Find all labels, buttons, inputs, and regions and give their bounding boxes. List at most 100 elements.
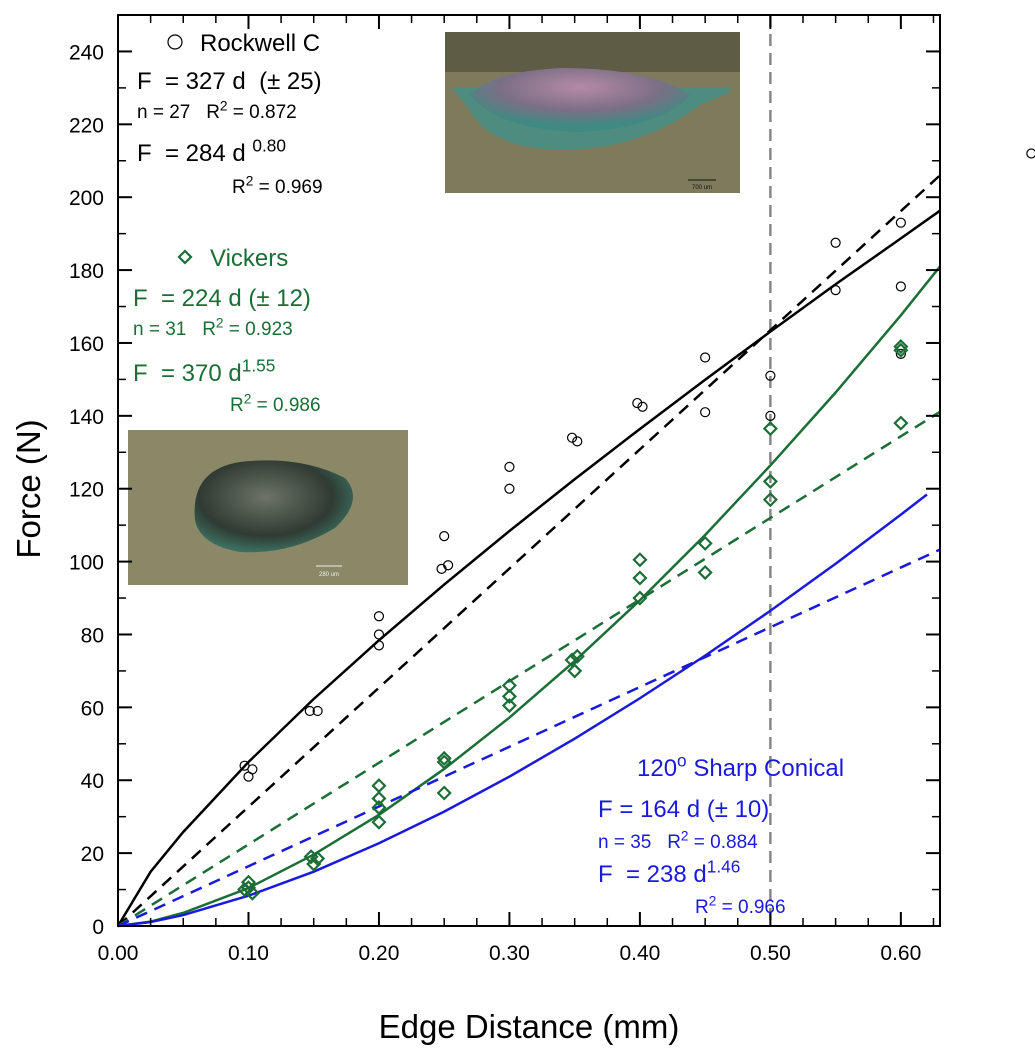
- fit-line: [117, 174, 941, 927]
- data-point: [436, 785, 452, 801]
- y-tick-label: 40: [81, 770, 104, 793]
- data-point: [373, 640, 385, 651]
- annotation: R2 = 0.986: [230, 391, 321, 416]
- x-tick-label: 0.00: [98, 942, 139, 965]
- superscript: 2: [709, 893, 717, 908]
- annotation: F = 238 d1.46: [598, 856, 740, 888]
- data-point: [504, 461, 515, 472]
- annotation-text: R: [695, 897, 709, 918]
- annotation-text: = 0.966: [716, 897, 785, 918]
- y-tick-label: 20: [81, 843, 104, 866]
- scale-bar-label: 700 um: [692, 185, 712, 191]
- annotation: F = 370 d1.55: [133, 355, 275, 387]
- data-point: [637, 401, 648, 412]
- data-point: [373, 611, 385, 622]
- superscript: 0.80: [252, 135, 286, 155]
- data-point: [306, 856, 322, 872]
- x-tick-label: 0.10: [228, 942, 269, 965]
- y-tick-label: 120: [69, 479, 104, 502]
- data-point: [765, 370, 776, 381]
- annotation: F = 284 d 0.80: [137, 135, 286, 167]
- data-point: [1026, 148, 1035, 159]
- data-point: [501, 697, 517, 714]
- data-point: [697, 564, 713, 581]
- annotation: R2 = 0.966: [695, 893, 786, 918]
- fit-line: [117, 410, 941, 928]
- data-point: [632, 397, 643, 409]
- legend-label: Rockwell C: [200, 30, 320, 57]
- x-tick-label: 0.60: [880, 942, 921, 965]
- fit-line: [117, 548, 941, 928]
- superscript: 1.46: [707, 856, 741, 876]
- superscript: o: [677, 750, 687, 770]
- y-tick-label: 140: [69, 406, 104, 429]
- annotation-text: n = 31 R: [133, 319, 216, 340]
- annotation-text: = 0.923: [224, 319, 293, 340]
- data-point: [371, 814, 387, 830]
- data-point: [830, 237, 841, 248]
- data-point: [632, 552, 648, 568]
- annotation-text: n = 27 R: [137, 102, 220, 123]
- inset-photo: [128, 430, 408, 585]
- legend-label: Vickers: [210, 245, 288, 272]
- annotation-text: = 0.986: [251, 395, 320, 416]
- annotation-text: = 0.969: [253, 177, 322, 198]
- x-tick-label: 0.30: [489, 942, 530, 965]
- data-point: [632, 570, 648, 586]
- y-tick-label: 240: [69, 41, 104, 64]
- x-tick-label: 0.50: [750, 942, 791, 965]
- data-point: [762, 473, 778, 489]
- data-point: [700, 352, 711, 363]
- fit-line: [117, 265, 941, 928]
- data-point: [567, 663, 583, 679]
- data-point: [312, 705, 323, 717]
- data-point: [762, 492, 778, 508]
- superscript: 2: [681, 828, 689, 843]
- annotation-text: R: [230, 395, 244, 416]
- superscript: 2: [216, 315, 224, 330]
- data-point: [765, 410, 776, 421]
- data-point: [304, 705, 315, 717]
- data-point: [893, 339, 909, 355]
- data-point: [371, 790, 387, 807]
- annotation-text: Sharp Conical: [687, 755, 844, 782]
- data-point: [893, 342, 909, 358]
- plot-frame: [117, 14, 941, 927]
- annotation-text: F = 238 d: [598, 861, 707, 888]
- superscript: 1.55: [242, 355, 276, 375]
- annotation: n = 35 R2 = 0.884: [598, 828, 758, 853]
- annotation-text: F = 284 d: [137, 140, 252, 167]
- annotation-text: F = 327 d (± 25): [137, 68, 322, 95]
- data-point: [895, 217, 906, 228]
- annotation: n = 27 R2 = 0.872: [137, 98, 297, 123]
- annotation-text: F = 224 d (± 12): [133, 285, 311, 312]
- data-point: [569, 648, 585, 664]
- annotation: F = 327 d (± 25): [137, 68, 322, 95]
- annotation: F = 164 d (± 10): [598, 796, 769, 823]
- data-point: [371, 778, 387, 794]
- scale-bar-label: 280 um: [319, 572, 339, 578]
- inset-photo: [445, 32, 740, 193]
- y-axis-label: Force (N): [10, 419, 47, 558]
- superscript: 2: [246, 173, 254, 188]
- fit-line: [116, 209, 941, 927]
- annotation: n = 31 R2 = 0.923: [133, 315, 293, 340]
- x-tick-label: 0.20: [359, 942, 400, 965]
- data-point: [373, 629, 385, 640]
- data-point: [895, 348, 906, 359]
- fit-line: [117, 493, 928, 928]
- data-point: [247, 764, 258, 775]
- y-tick-label: 200: [69, 187, 104, 210]
- annotation-text: n = 35 R: [598, 832, 681, 853]
- annotation-text: = 0.884: [689, 832, 759, 853]
- data-point: [895, 281, 906, 292]
- data-point: [566, 432, 578, 443]
- annotation-text: = 0.872: [228, 102, 297, 123]
- data-point: [439, 530, 450, 542]
- annotation: F = 224 d (± 12): [133, 285, 311, 312]
- superscript: 2: [220, 98, 228, 113]
- annotation-text: F = 370 d: [133, 360, 242, 387]
- x-tick-label: 0.40: [619, 942, 660, 965]
- data-point: [436, 754, 452, 770]
- legend-marker: [177, 249, 193, 265]
